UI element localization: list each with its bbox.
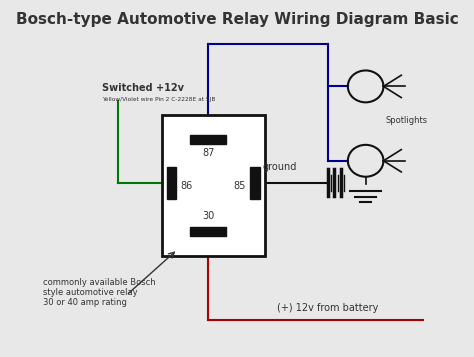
- Text: 86: 86: [181, 181, 192, 191]
- Text: Bosch-type Automotive Relay Wiring Diagram Basic: Bosch-type Automotive Relay Wiring Diagr…: [16, 12, 458, 27]
- Bar: [190, 227, 226, 236]
- Text: (+) 12v from battery: (+) 12v from battery: [277, 303, 379, 313]
- Text: ground: ground: [263, 162, 297, 172]
- Bar: [250, 167, 260, 199]
- Text: Yellow/Violet wire Pin 2 C-2228E at SJB: Yellow/Violet wire Pin 2 C-2228E at SJB: [102, 97, 216, 102]
- Bar: [162, 115, 264, 256]
- Bar: [190, 135, 226, 144]
- Text: 87: 87: [202, 149, 214, 159]
- Bar: [167, 167, 176, 199]
- Text: Spotlights: Spotlights: [385, 116, 428, 125]
- Text: 30: 30: [202, 211, 214, 221]
- Text: 85: 85: [234, 181, 246, 191]
- Text: Switched +12v: Switched +12v: [102, 84, 184, 94]
- Text: commonly available Bosch
style automotive relay
30 or 40 amp rating: commonly available Bosch style automotiv…: [43, 278, 155, 307]
